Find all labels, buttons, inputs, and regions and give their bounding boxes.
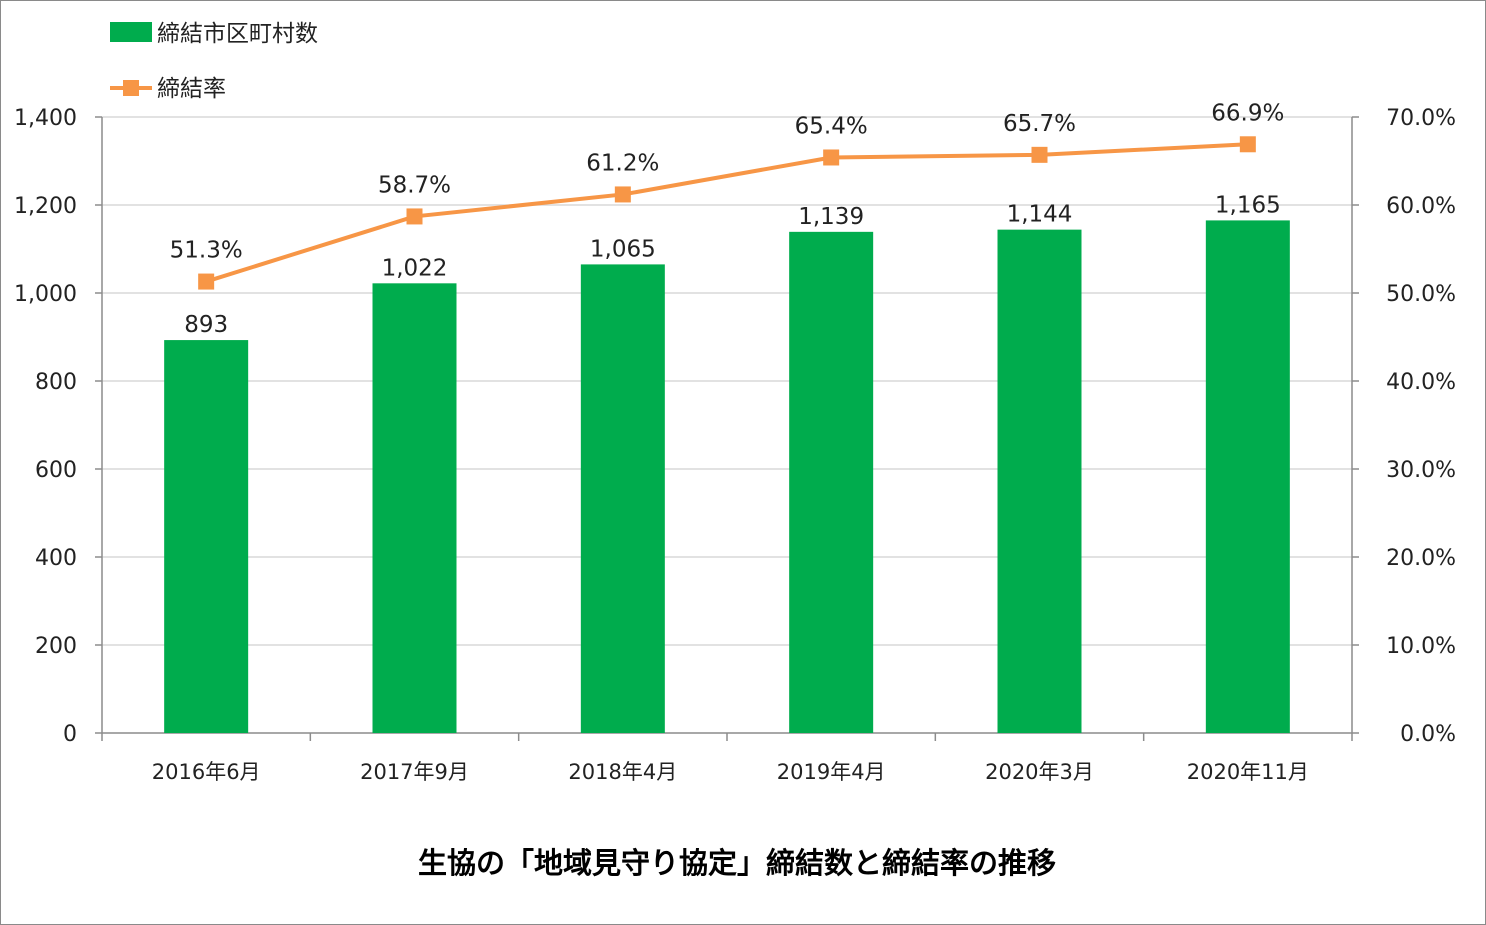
legend: 締結市区町村数 締結率 <box>110 21 318 102</box>
y-right-tick-label: 30.0% <box>1386 458 1456 483</box>
y-left-tick-label: 600 <box>35 458 77 483</box>
line-path <box>205 142 1248 284</box>
line-marker <box>1031 146 1048 163</box>
line-data-label: 65.4% <box>795 113 868 139</box>
y-right-tick-label: 50.0% <box>1386 282 1456 307</box>
x-tick-label: 2020年3月 <box>985 760 1094 784</box>
line-data-label: 66.9% <box>1211 100 1284 126</box>
bar <box>1205 220 1290 733</box>
axes: 0 200 400 600 800 1,000 1,200 1,400 0.0% 10.0% 20.… <box>14 106 1456 784</box>
y-right-tick-label: 60.0% <box>1386 194 1456 219</box>
x-tick-label: 2019年4月 <box>777 760 886 784</box>
x-tick-label: 2016年6月 <box>152 760 261 784</box>
gridlines <box>102 116 1352 646</box>
bar-data-label: 893 <box>184 312 228 338</box>
y-left-tick-label: 1,400 <box>14 106 77 131</box>
line-marker <box>1239 136 1256 153</box>
x-tick-label: 2017年9月 <box>360 760 469 784</box>
y-left-tick-label: 1,000 <box>14 282 77 307</box>
line-marker <box>198 273 215 290</box>
bar <box>997 229 1082 733</box>
bar-series <box>164 220 1290 733</box>
line-series <box>198 136 1256 290</box>
y-left-tick-label: 400 <box>35 546 77 571</box>
y-left-tick-label: 0 <box>63 722 77 747</box>
bar-data-label: 1,144 <box>1007 202 1073 228</box>
y-right-tick-label: 20.0% <box>1386 546 1456 571</box>
y-right-tick-label: 0.0% <box>1400 722 1456 747</box>
y-left-tick-label: 800 <box>35 370 77 395</box>
y-left-tick-label: 1,200 <box>14 194 77 219</box>
legend-bar-label: 締結市区町村数 <box>157 21 318 47</box>
y-left-tick-label: 200 <box>35 634 77 659</box>
bar <box>372 283 457 733</box>
line-data-label: 61.2% <box>586 150 659 176</box>
line-data-label: 51.3% <box>170 238 243 264</box>
bar-data-label: 1,022 <box>382 255 448 281</box>
y-right-tick-label: 40.0% <box>1386 370 1456 395</box>
legend-line-label: 締結率 <box>157 76 226 102</box>
line-marker <box>823 149 840 166</box>
line-marker <box>406 208 423 225</box>
line-data-label: 65.7% <box>1003 111 1076 137</box>
y-right-tick-label: 70.0% <box>1386 106 1456 131</box>
chart-title: 生協の「地域見守り協定」締結数と締結率の推移 <box>418 846 1056 880</box>
bar <box>164 340 249 733</box>
bar-data-label: 1,065 <box>590 236 656 262</box>
bar-data-label: 1,165 <box>1215 192 1281 218</box>
x-tick-label: 2018年4月 <box>568 760 677 784</box>
bar-data-label: 1,139 <box>798 204 864 230</box>
bar <box>580 264 665 733</box>
line-marker <box>614 186 631 203</box>
line-data-label: 58.7% <box>378 172 451 198</box>
data-labels: 893 1,022 1,065 1,139 1,144 1,165 51.3% 58.7% 61… <box>170 100 1285 338</box>
bar <box>789 231 874 733</box>
y-right-tick-label: 10.0% <box>1386 634 1456 659</box>
x-tick-label: 2020年11月 <box>1187 760 1309 784</box>
legend-bar-swatch <box>110 22 152 42</box>
legend-line-marker <box>123 80 139 96</box>
